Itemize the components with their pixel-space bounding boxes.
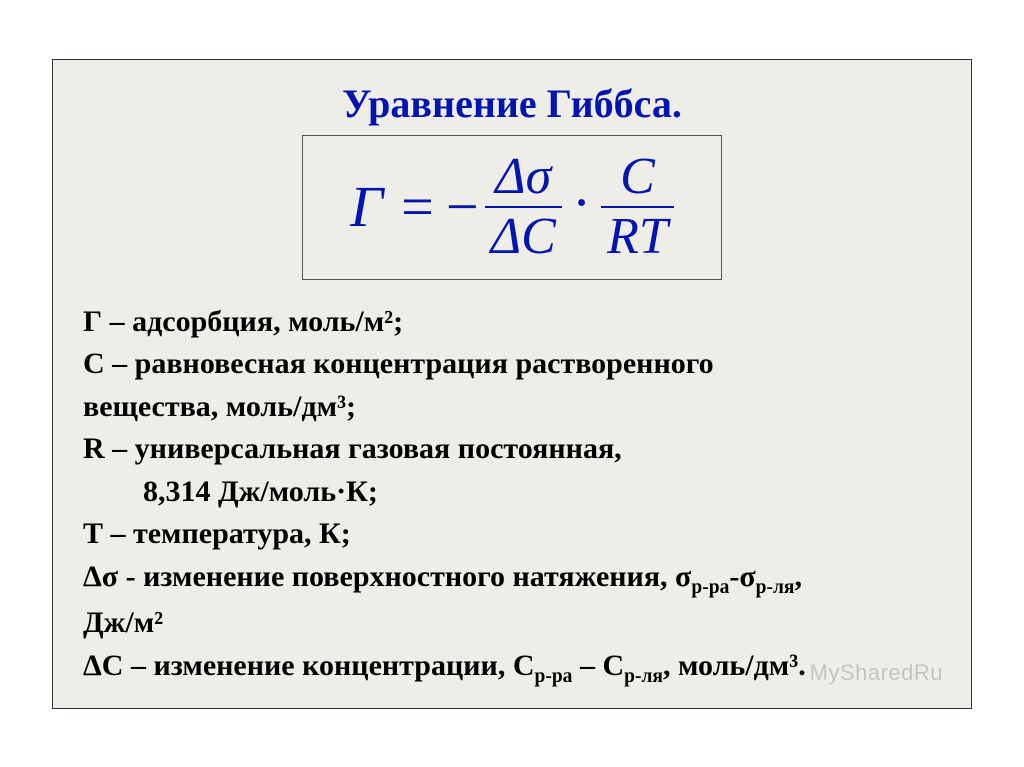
def-dsigma-sub1: р-ра [691, 577, 729, 598]
def-c-line2: вещества, моль/дм³; [83, 387, 941, 428]
symbol-gamma: Г [350, 178, 383, 236]
def-r-line1: R – универсальная газовая постоянная, [83, 429, 941, 470]
def-dsigma-prefix: Δσ - изменение поверхностного натяжения,… [83, 560, 691, 593]
slide-title: Уравнение Гиббса. [83, 80, 941, 127]
frac1-denominator: ΔC [485, 210, 562, 265]
gibbs-equation: Г = − Δσ ΔC · C RT [325, 150, 699, 265]
frac1-numerator: Δσ [489, 150, 557, 205]
def-dsigma-suffix: , [794, 560, 802, 593]
def-gamma: Г – адсорбция, моль/м²; [83, 302, 941, 343]
formula-box: Г = − Δσ ΔC · C RT [302, 135, 722, 280]
fraction-dsigma-dc: Δσ ΔC [485, 150, 562, 265]
def-dsigma-line2: Дж/м² [83, 603, 941, 644]
def-dc: ΔС – изменение концентрации, Ср-ра – Ср-… [83, 646, 941, 690]
frac2-numerator: C [614, 150, 661, 205]
fraction-c-rt: C RT [601, 150, 674, 265]
def-dsigma-mid: -σ [729, 560, 755, 593]
def-dc-suffix: , моль/дм³. [663, 649, 806, 682]
def-t: Т – температура, К; [83, 514, 941, 555]
def-dc-sub1: р-ра [535, 666, 573, 687]
def-dc-prefix: ΔС – изменение концентрации, С [83, 649, 535, 682]
def-dc-sub2: р-ля [624, 666, 663, 687]
symbol-minus: − [446, 178, 479, 236]
frac2-denominator: RT [601, 210, 674, 265]
def-c-line1: С – равновесная концентрация растворенно… [83, 344, 941, 385]
def-dc-mid: – С [572, 649, 624, 682]
symbol-dot: · [572, 174, 591, 232]
symbol-equals: = [401, 178, 434, 236]
def-dsigma-line1: Δσ - изменение поверхностного натяжения,… [83, 557, 941, 601]
slide: Уравнение Гиббса. Г = − Δσ ΔC · C RT Г –… [52, 59, 972, 709]
def-dsigma-sub2: р-ля [756, 577, 795, 598]
def-r-line2: 8,314 Дж/моль·К; [83, 472, 941, 513]
definitions-block: Г – адсорбция, моль/м²; С – равновесная … [83, 302, 941, 690]
